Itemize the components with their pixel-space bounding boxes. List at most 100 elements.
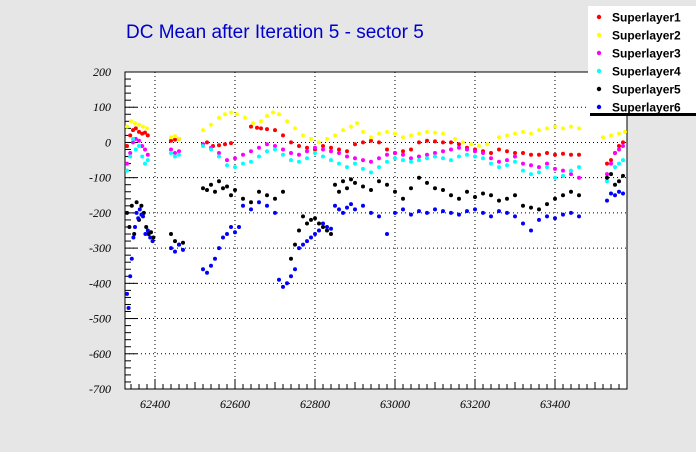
data-point [355, 121, 359, 126]
data-point [145, 133, 150, 138]
data-point [309, 136, 313, 141]
legend-marker [596, 68, 602, 74]
data-point [401, 158, 405, 163]
data-point [249, 207, 253, 212]
data-point [265, 142, 269, 147]
y-tick-label: -200 [89, 206, 111, 220]
data-point [229, 225, 233, 229]
data-point [209, 147, 213, 152]
data-point [145, 158, 150, 163]
data-point [134, 200, 139, 205]
legend-label: Superlayer2 [612, 29, 681, 43]
data-point [489, 156, 493, 161]
y-axis: 200 100 0 -100 -200 -300 -400 -500 -600 -700 [89, 65, 137, 396]
data-point [201, 144, 205, 148]
data-point [513, 159, 517, 164]
data-point [277, 277, 281, 282]
data-point [169, 138, 173, 143]
data-point [141, 124, 145, 129]
data-point [577, 126, 581, 131]
data-point [377, 179, 381, 184]
data-point [361, 158, 365, 163]
data-points [125, 110, 627, 310]
data-point [337, 151, 341, 155]
y-tick-label: 200 [93, 65, 111, 79]
data-point [465, 152, 469, 157]
data-point [441, 149, 445, 154]
data-point [553, 175, 557, 180]
data-point [257, 145, 261, 150]
data-point [537, 217, 541, 222]
data-point [497, 198, 501, 203]
data-point [377, 131, 381, 136]
data-point [265, 127, 269, 132]
data-point [369, 138, 373, 143]
data-point [433, 186, 437, 191]
data-point [477, 144, 481, 148]
data-point [425, 180, 429, 185]
legend-marker [596, 104, 602, 110]
data-point [409, 159, 413, 164]
data-point [129, 203, 134, 208]
data-point [473, 154, 477, 159]
data-point [497, 147, 501, 152]
data-point [441, 209, 445, 214]
data-point [473, 195, 477, 199]
data-point [537, 207, 541, 212]
data-point [205, 188, 209, 192]
legend-marker [596, 86, 602, 92]
data-point [255, 125, 259, 130]
data-point [173, 137, 177, 142]
legend-label: Superlayer6 [612, 101, 681, 115]
data-point [125, 168, 129, 173]
data-point [133, 225, 137, 229]
data-point [249, 200, 253, 205]
data-point [271, 110, 275, 115]
data-point [609, 133, 613, 138]
data-point [229, 193, 233, 198]
data-point [144, 225, 149, 229]
data-point [217, 143, 221, 148]
data-point [417, 140, 421, 145]
data-point [433, 139, 437, 144]
data-point [513, 193, 517, 198]
data-point [209, 122, 213, 127]
data-point [489, 193, 493, 198]
data-point [481, 210, 485, 215]
data-point [577, 214, 581, 219]
x-tick-label: 62400 [140, 397, 170, 411]
data-point [257, 154, 261, 159]
data-point [265, 193, 269, 198]
data-point [329, 158, 333, 163]
data-point [281, 284, 285, 289]
data-point [143, 130, 147, 135]
data-point [126, 306, 131, 310]
data-point [169, 147, 173, 152]
data-point [221, 186, 225, 191]
data-point [321, 221, 325, 226]
data-point [617, 179, 621, 184]
data-point [449, 140, 453, 145]
data-point [361, 166, 365, 171]
data-point [537, 128, 541, 133]
data-point [481, 151, 485, 155]
data-point [537, 152, 541, 157]
data-point [393, 131, 397, 136]
data-point [128, 154, 133, 159]
x-tick-label: 63400 [540, 397, 570, 411]
data-point [223, 112, 227, 117]
data-point [301, 242, 305, 247]
data-point [337, 147, 341, 152]
data-point [273, 144, 277, 148]
data-point [289, 256, 293, 261]
y-tick-label: 100 [93, 100, 111, 114]
data-point [225, 232, 229, 236]
data-point [173, 154, 177, 159]
data-point [561, 193, 565, 198]
data-point [353, 161, 357, 166]
data-point [233, 165, 237, 170]
data-point [127, 225, 132, 229]
data-point [325, 228, 329, 233]
data-point [169, 135, 173, 140]
data-point [345, 205, 349, 210]
